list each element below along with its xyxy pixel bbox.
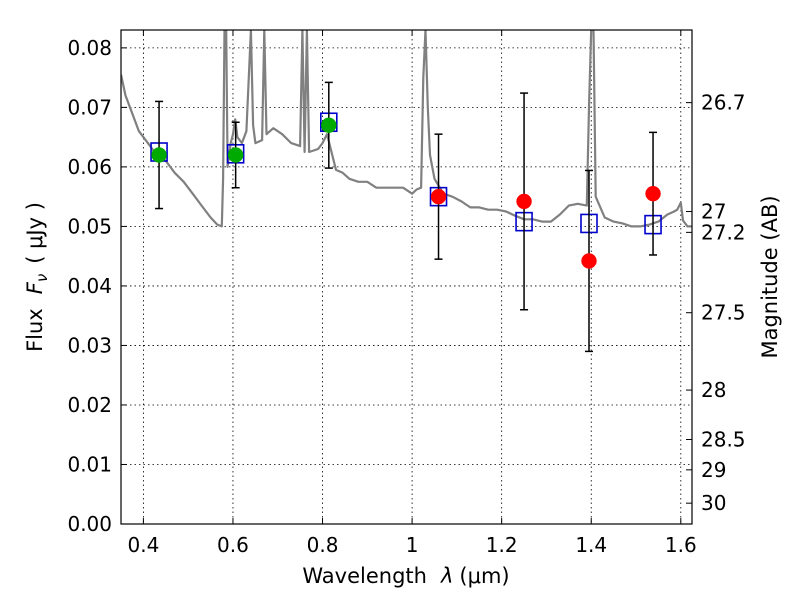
y-tick-label: 0.00: [67, 512, 112, 536]
y-tick-label: 0.08: [67, 36, 112, 60]
axis-ticks: [121, 30, 692, 525]
observed-nir-point: [645, 185, 661, 202]
y2-tick-label: 27: [701, 200, 726, 224]
x-tick-label: 0.8: [307, 533, 339, 557]
x-tick-label: 0.6: [217, 533, 249, 557]
x-tick-label: 1.6: [665, 533, 697, 557]
y2-tick-label: 29: [701, 458, 726, 482]
y-tick-label: 0.02: [67, 393, 112, 417]
y2-axis-title: Magnitude (AB): [758, 195, 782, 358]
observed-optical-point: [227, 147, 244, 163]
y-tick-label: 0.06: [67, 155, 112, 179]
observed-optical-point: [321, 117, 337, 133]
plot-area: [121, 30, 692, 353]
observed-optical-point: [151, 147, 167, 163]
y-axis-title: FluxFν( μJy ): [23, 202, 51, 352]
y-tick-label: 0.05: [67, 214, 112, 238]
y2-tick-label: 27.5: [701, 301, 746, 325]
y2-tick-label: 27.2: [701, 220, 746, 244]
y2-tick-label: 28: [701, 378, 726, 402]
y-tick-label: 0.03: [67, 333, 112, 357]
spectrum-line: [121, 30, 692, 228]
observed-nir-point: [516, 193, 532, 210]
x-tick-label: 1: [406, 533, 419, 557]
axis-tick-labels: 0.4 0.6 0.8 1 1.2 1.4 1.6 0.00 0.01 0.02 0.03 0.04 0…: [67, 36, 745, 557]
y-tick-label: 0.01: [67, 452, 112, 476]
y2-tick-label: 28.5: [701, 427, 746, 451]
y2-tick-label: 30: [701, 491, 726, 515]
observed-nir-point: [581, 253, 597, 269]
x-axis-title: Wavelength λ (μm): [302, 564, 509, 588]
x-tick-label: 1.2: [486, 533, 518, 557]
x-tick-label: 0.4: [127, 533, 159, 557]
observed-nir-point: [430, 188, 447, 205]
y-tick-label: 0.04: [67, 274, 112, 298]
x-tick-label: 1.4: [575, 533, 607, 557]
y2-tick-label: 26.7: [701, 91, 746, 115]
y-tick-label: 0.07: [67, 95, 112, 119]
plot-frame: [120, 29, 693, 525]
